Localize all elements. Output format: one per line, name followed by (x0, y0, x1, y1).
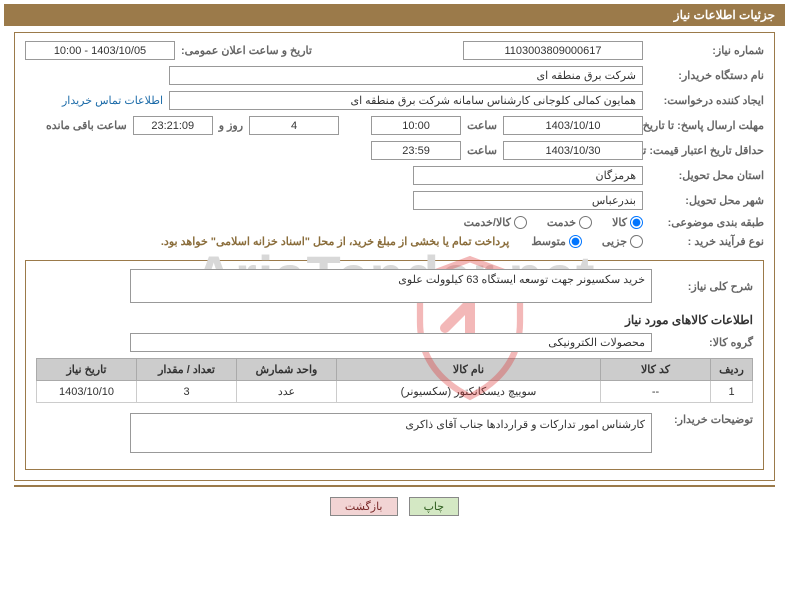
deadline-send-time: 10:00 (371, 116, 461, 135)
buyer-notes-value: کارشناس امور تدارکات و قراردادها جناب آق… (130, 413, 652, 453)
row-goods-group: گروه کالا: محصولات الکترونیکی (36, 333, 753, 352)
button-row: چاپ بازگشت (0, 493, 789, 520)
radio-partial[interactable]: جزیی (602, 235, 643, 248)
main-panel: AriaTender.net شماره نیاز: 1103003809000… (14, 32, 775, 481)
row-buyer-org: نام دستگاه خریدار: شرکت برق منطقه ای (25, 66, 764, 85)
delivery-city-value: بندرعباس (413, 191, 643, 210)
radio-service-input[interactable] (579, 216, 592, 229)
page-title: جزئیات اطلاعات نیاز (674, 8, 775, 22)
days-count: 4 (249, 116, 339, 135)
need-number-label: شماره نیاز: (649, 44, 764, 57)
row-deadline-send: مهلت ارسال پاسخ: تا تاریخ: 1403/10/10 سا… (25, 116, 764, 135)
row-category: طبقه بندی موضوعی: کالا خدمت کالا/خدمت (25, 216, 764, 229)
announce-value: 1403/10/05 - 10:00 (25, 41, 175, 60)
time-label-1: ساعت (467, 119, 497, 132)
radio-goods[interactable]: کالا (612, 216, 643, 229)
min-validity-label: حداقل تاریخ اعتبار قیمت: تا تاریخ: (649, 144, 764, 157)
need-number-value: 1103003809000617 (463, 41, 643, 60)
table-header-row: ردیف کد کالا نام کالا واحد شمارش تعداد /… (37, 359, 753, 381)
td-date: 1403/10/10 (37, 381, 137, 403)
delivery-province-value: هرمزگان (413, 166, 643, 185)
th-row: ردیف (711, 359, 753, 381)
th-qty: تعداد / مقدار (137, 359, 237, 381)
back-button[interactable]: بازگشت (330, 497, 398, 516)
td-qty: 3 (137, 381, 237, 403)
row-delivery-province: استان محل تحویل: هرمزگان (25, 166, 764, 185)
process-note: پرداخت تمام یا بخشی از مبلغ خرید، از محل… (161, 235, 509, 248)
row-min-validity: حداقل تاریخ اعتبار قیمت: تا تاریخ: 1403/… (25, 141, 764, 160)
th-name: نام کالا (337, 359, 601, 381)
th-unit: واحد شمارش (237, 359, 337, 381)
deadline-send-label: مهلت ارسال پاسخ: تا تاریخ: (649, 119, 764, 132)
row-need-number: شماره نیاز: 1103003809000617 تاریخ و ساع… (25, 41, 764, 60)
deadline-send-date: 1403/10/10 (503, 116, 643, 135)
radio-goods-service[interactable]: کالا/خدمت (464, 216, 527, 229)
buyer-org-value: شرکت برق منطقه ای (169, 66, 643, 85)
radio-service-label: خدمت (547, 216, 576, 229)
delivery-city-label: شهر محل تحویل: (649, 194, 764, 207)
goods-table: ردیف کد کالا نام کالا واحد شمارش تعداد /… (36, 358, 753, 403)
radio-medium[interactable]: متوسط (531, 235, 582, 248)
process-label: نوع فرآیند خرید : (649, 235, 764, 248)
row-delivery-city: شهر محل تحویل: بندرعباس (25, 191, 764, 210)
th-date: تاریخ نیاز (37, 359, 137, 381)
announce-label: تاریخ و ساعت اعلان عمومی: (181, 44, 312, 57)
countdown: 23:21:09 (133, 116, 213, 135)
radio-goods-input[interactable] (630, 216, 643, 229)
need-title-value: خرید سکسیونر جهت توسعه ایستگاه 63 کیلوول… (130, 269, 652, 303)
radio-medium-input[interactable] (569, 235, 582, 248)
page-header: جزئیات اطلاعات نیاز (4, 4, 785, 26)
row-buyer-notes: توضیحات خریدار: کارشناس امور تدارکات و ق… (36, 413, 753, 453)
contact-link[interactable]: اطلاعات تماس خریدار (62, 94, 163, 107)
th-code: کد کالا (601, 359, 711, 381)
radio-medium-label: متوسط (531, 235, 566, 248)
remaining-label: ساعت باقی مانده (46, 119, 127, 132)
print-button[interactable]: چاپ (409, 497, 460, 516)
requester-value: همایون کمالی کلوجانی کارشناس سامانه شرکت… (169, 91, 643, 110)
goods-group-value: محصولات الکترونیکی (130, 333, 652, 352)
row-need-title: شرح کلی نیاز: خرید سکسیونر جهت توسعه ایس… (36, 269, 753, 303)
buyer-org-label: نام دستگاه خریدار: (649, 69, 764, 82)
delivery-province-label: استان محل تحویل: (649, 169, 764, 182)
radio-service[interactable]: خدمت (547, 216, 592, 229)
requester-label: ایجاد کننده درخواست: (649, 94, 764, 107)
radio-goods-label: کالا (612, 216, 627, 229)
buyer-notes-label: توضیحات خریدار: (658, 413, 753, 426)
td-row: 1 (711, 381, 753, 403)
category-label: طبقه بندی موضوعی: (649, 216, 764, 229)
radio-partial-label: جزیی (602, 235, 627, 248)
radio-goods-service-label: کالا/خدمت (464, 216, 511, 229)
row-process: نوع فرآیند خرید : جزیی متوسط پرداخت تمام… (25, 235, 764, 248)
min-validity-time: 23:59 (371, 141, 461, 160)
td-unit: عدد (237, 381, 337, 403)
bottom-divider (14, 485, 775, 487)
time-label-2: ساعت (467, 144, 497, 157)
min-validity-date: 1403/10/30 (503, 141, 643, 160)
inner-panel: شرح کلی نیاز: خرید سکسیونر جهت توسعه ایس… (25, 260, 764, 470)
need-title-label: شرح کلی نیاز: (658, 280, 753, 293)
row-requester: ایجاد کننده درخواست: همایون کمالی کلوجان… (25, 91, 764, 110)
table-row: 1 -- سوییچ دیسکانکتور (سکسیونر) عدد 3 14… (37, 381, 753, 403)
days-and-label: روز و (219, 119, 243, 132)
td-code: -- (601, 381, 711, 403)
goods-group-label: گروه کالا: (658, 336, 753, 349)
radio-goods-service-input[interactable] (514, 216, 527, 229)
radio-partial-input[interactable] (630, 235, 643, 248)
goods-info-title: اطلاعات کالاهای مورد نیاز (36, 313, 753, 327)
td-name: سوییچ دیسکانکتور (سکسیونر) (337, 381, 601, 403)
